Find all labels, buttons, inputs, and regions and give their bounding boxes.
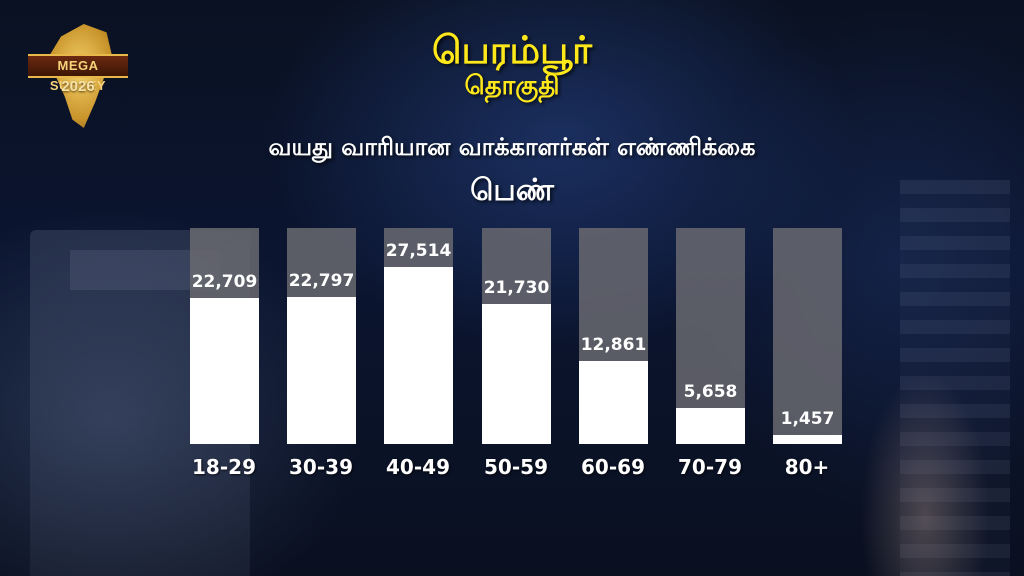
x-axis-label: 80+ (784, 455, 830, 479)
bar-value-label: 27,514 (385, 241, 452, 261)
bar-80+: 1,457 (773, 228, 842, 444)
bar-fill (287, 297, 356, 444)
bar-fill (482, 304, 551, 444)
logo-year-text: 2026 (61, 78, 95, 95)
constituency-title: பெரம்பூர் (431, 28, 593, 72)
age-group-bar-chart: 22,709 22,797 27,514 21,730 12,861 5,658 1,457 (190, 228, 850, 444)
bar-value-label: 22,709 (191, 272, 258, 292)
mega-survey-logo: MEGA SURVEY 2026 (28, 24, 128, 128)
bar-value-label: 5,658 (683, 382, 738, 402)
gender-label: பெண் (470, 173, 554, 208)
constituency-suffix: தொகுதி (464, 71, 560, 101)
bar-50-59: 21,730 (482, 228, 551, 444)
x-axis-label: 30-39 (289, 455, 353, 479)
bar-fill (773, 435, 842, 444)
x-axis-label: 50-59 (484, 455, 548, 479)
bar-value-label: 12,861 (580, 335, 647, 355)
x-axis-label: 40-49 (386, 455, 450, 479)
bar-fill (676, 408, 745, 444)
x-axis-label: 60-69 (581, 455, 645, 479)
bar-fill (579, 361, 648, 444)
x-axis-label: 70-79 (678, 455, 742, 479)
bar-30-39: 22,797 (287, 228, 356, 444)
bar-18-29: 22,709 (190, 228, 259, 444)
bar-70-79: 5,658 (676, 228, 745, 444)
chart-title: வயது வாரியான வாக்காளர்கள் எண்ணிக்கை (268, 133, 756, 161)
bar-value-label: 22,797 (288, 271, 355, 291)
background-voter-hand-image (860, 370, 990, 576)
bar-40-49: 27,514 (384, 228, 453, 444)
bar-fill (190, 298, 259, 444)
logo-banner-text: MEGA SURVEY (28, 54, 128, 93)
bar-value-label: 1,457 (780, 409, 835, 429)
bar-value-label: 21,730 (483, 278, 550, 298)
x-axis-label: 18-29 (192, 455, 256, 479)
background-temple-tower-image (900, 180, 1010, 576)
bar-60-69: 12,861 (579, 228, 648, 444)
bar-fill (384, 267, 453, 444)
